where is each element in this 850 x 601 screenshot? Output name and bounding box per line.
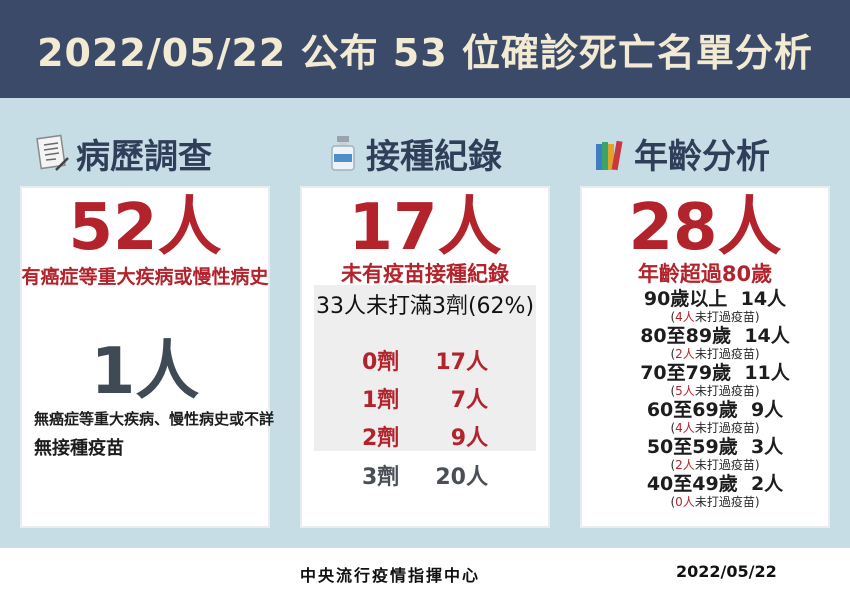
age-row-unvaccinated-count: 5人 <box>675 384 695 398</box>
age-row: 80至89歲 14人 <box>600 326 830 347</box>
age-row-unvaccinated-count: 4人 <box>675 421 695 435</box>
dose-value: 20人 <box>435 465 488 490</box>
footer-date: 2022/05/22 <box>676 562 777 581</box>
history-desc-with-disease: 有癌症等重大疾病或慢性病史 <box>21 266 269 288</box>
note-paren: ( <box>670 495 676 509</box>
age-row-unvaccinated-count: 2人 <box>675 458 695 472</box>
age-row-unvaccinated-note: (4人未打過疫苗) <box>600 422 830 434</box>
age-row: 60至69歲 9人 <box>600 400 830 421</box>
dose-label: 1劑 <box>362 388 400 413</box>
age-row: 90歲以上 14人 <box>600 289 830 310</box>
age-row-value: 14人 <box>740 288 787 310</box>
dose-label: 2劑 <box>362 426 400 451</box>
age-row-label: 60至69歲 <box>646 399 738 421</box>
vaccine-bottle-icon <box>331 136 355 171</box>
age-row-unvaccinated-count: 4人 <box>675 310 695 324</box>
dose-label: 0劑 <box>362 350 400 375</box>
note-text: 未打過疫苗) <box>694 310 760 324</box>
history-desc-no-disease: 無癌症等重大疾病、慢性病史或不詳 <box>34 410 275 428</box>
vaccine-title-text: 接種紀錄 <box>366 136 502 177</box>
note-text: 未打過疫苗) <box>694 347 760 361</box>
age-row: 40至49歲 2人 <box>600 474 830 495</box>
note-text: 未打過疫苗) <box>694 495 760 509</box>
age-section-title: 年齡分析 <box>594 130 770 177</box>
dose-value: 7人 <box>450 388 488 413</box>
note-text: 未打過疫苗) <box>694 458 760 472</box>
age-panel <box>580 186 830 528</box>
header-banner: 2022/05/22 公布 53 位確診死亡名單分析 <box>0 0 850 98</box>
dose-value: 9人 <box>450 426 488 451</box>
note-paren: ( <box>670 347 676 361</box>
age-row-label: 80至89歲 <box>640 325 732 347</box>
dose-label: 3劑 <box>362 465 400 490</box>
age-title-text: 年齡分析 <box>634 136 770 177</box>
age-row-unvaccinated-note: (4人未打過疫苗) <box>600 311 830 323</box>
vaccine-section-title: 接種紀錄 <box>326 130 502 177</box>
vaccine-count-none: 17人 <box>348 191 502 265</box>
age-row: 50至59歲 3人 <box>600 437 830 458</box>
note-text: 未打過疫苗) <box>694 384 760 398</box>
history-count-with-disease: 52人 <box>68 191 222 265</box>
note-paren: ( <box>670 421 676 435</box>
books-icon <box>596 140 623 171</box>
dose-breakdown-box <box>314 285 536 451</box>
age-row-label: 50至59歲 <box>646 436 738 458</box>
history-count-no-disease: 1人 <box>90 335 200 409</box>
age-row-value: 14人 <box>744 325 790 347</box>
age-row-value: 2人 <box>750 473 784 495</box>
document-icon <box>36 134 69 171</box>
age-row-unvaccinated-note: (0人未打過疫苗) <box>600 496 830 508</box>
age-row: 70至79歲 11人 <box>600 363 830 384</box>
note-paren: ( <box>670 458 676 472</box>
age-row-unvaccinated-count: 0人 <box>675 495 695 509</box>
age-row-label: 90歲以上 <box>643 288 728 310</box>
history-section-title: 病歷調查 <box>36 130 212 177</box>
age-row-unvaccinated-note: (5人未打過疫苗) <box>600 385 830 397</box>
footer-org: 中央流行疫情指揮中心 <box>300 566 481 585</box>
age-desc-over-80: 年齡超過80歲 <box>637 262 773 286</box>
age-row-value: 3人 <box>750 436 784 458</box>
age-row-unvaccinated-count: 2人 <box>675 347 695 361</box>
history-title-text: 病歷調查 <box>76 136 212 177</box>
note-text: 未打過疫苗) <box>694 421 760 435</box>
age-row-unvaccinated-note: (2人未打過疫苗) <box>600 348 830 360</box>
dose-value: 17人 <box>435 350 488 375</box>
note-paren: ( <box>670 384 676 398</box>
age-count-over-80: 28人 <box>628 191 782 265</box>
age-row-value: 9人 <box>750 399 784 421</box>
vaccine-unmet-summary: 33人未打滿3劑(62%) <box>315 294 535 319</box>
history-panel <box>20 186 270 528</box>
page-title: 2022/05/22 公布 53 位確診死亡名單分析 <box>37 30 813 75</box>
age-row-unvaccinated-note: (2人未打過疫苗) <box>600 459 830 471</box>
age-row-label: 70至79歲 <box>640 362 732 384</box>
age-row-value: 11人 <box>744 362 790 384</box>
vaccine-desc-none: 未有疫苗接種紀錄 <box>341 262 509 286</box>
age-row-label: 40至49歲 <box>646 473 738 495</box>
note-paren: ( <box>670 310 676 324</box>
history-desc-no-vaccine: 無接種疫苗 <box>34 438 124 459</box>
